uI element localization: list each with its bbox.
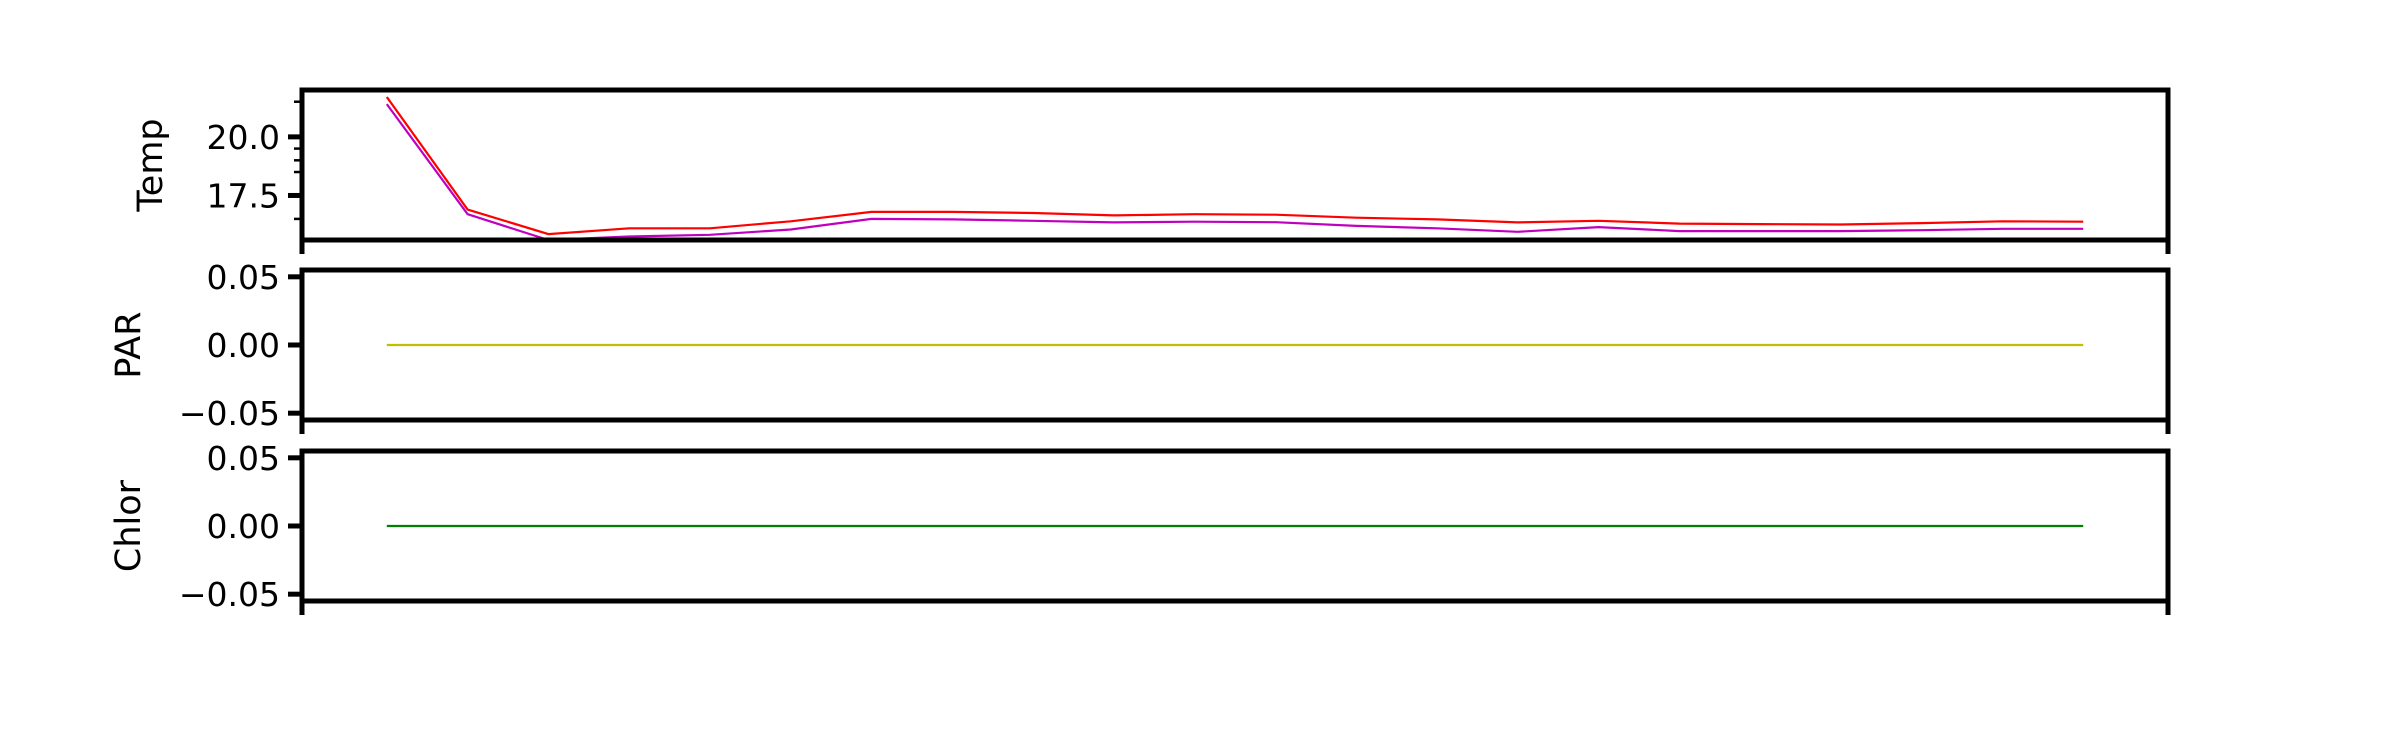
y-tick-label: 0.00 [207,326,280,365]
y-tick-label: −0.05 [179,575,280,614]
y-tick-label: 0.05 [207,439,280,478]
y-axis-title: Chlor [109,479,149,572]
y-tick-label: 0.00 [207,507,280,546]
y-tick-label: −0.05 [179,394,280,433]
y-axis-title: PAR [109,311,149,378]
series-line-0-1 [385,103,2084,242]
y-tick-label: 0.05 [207,258,280,297]
plot-frame [299,87,2171,243]
series-line-0-0 [385,96,2084,236]
par-panel: 0.05 0.00 −0.05 PAR [109,258,2171,434]
y-tick-label: 20.0 [207,118,280,157]
chlor-panel: 0.05 0.00 −0.05 Chlor [109,439,2171,615]
y-tick-label: 17.5 [207,176,280,215]
y-axis-title: Temp [131,118,171,212]
temp-panel: 20.0 17.5 Temp [131,87,2171,254]
